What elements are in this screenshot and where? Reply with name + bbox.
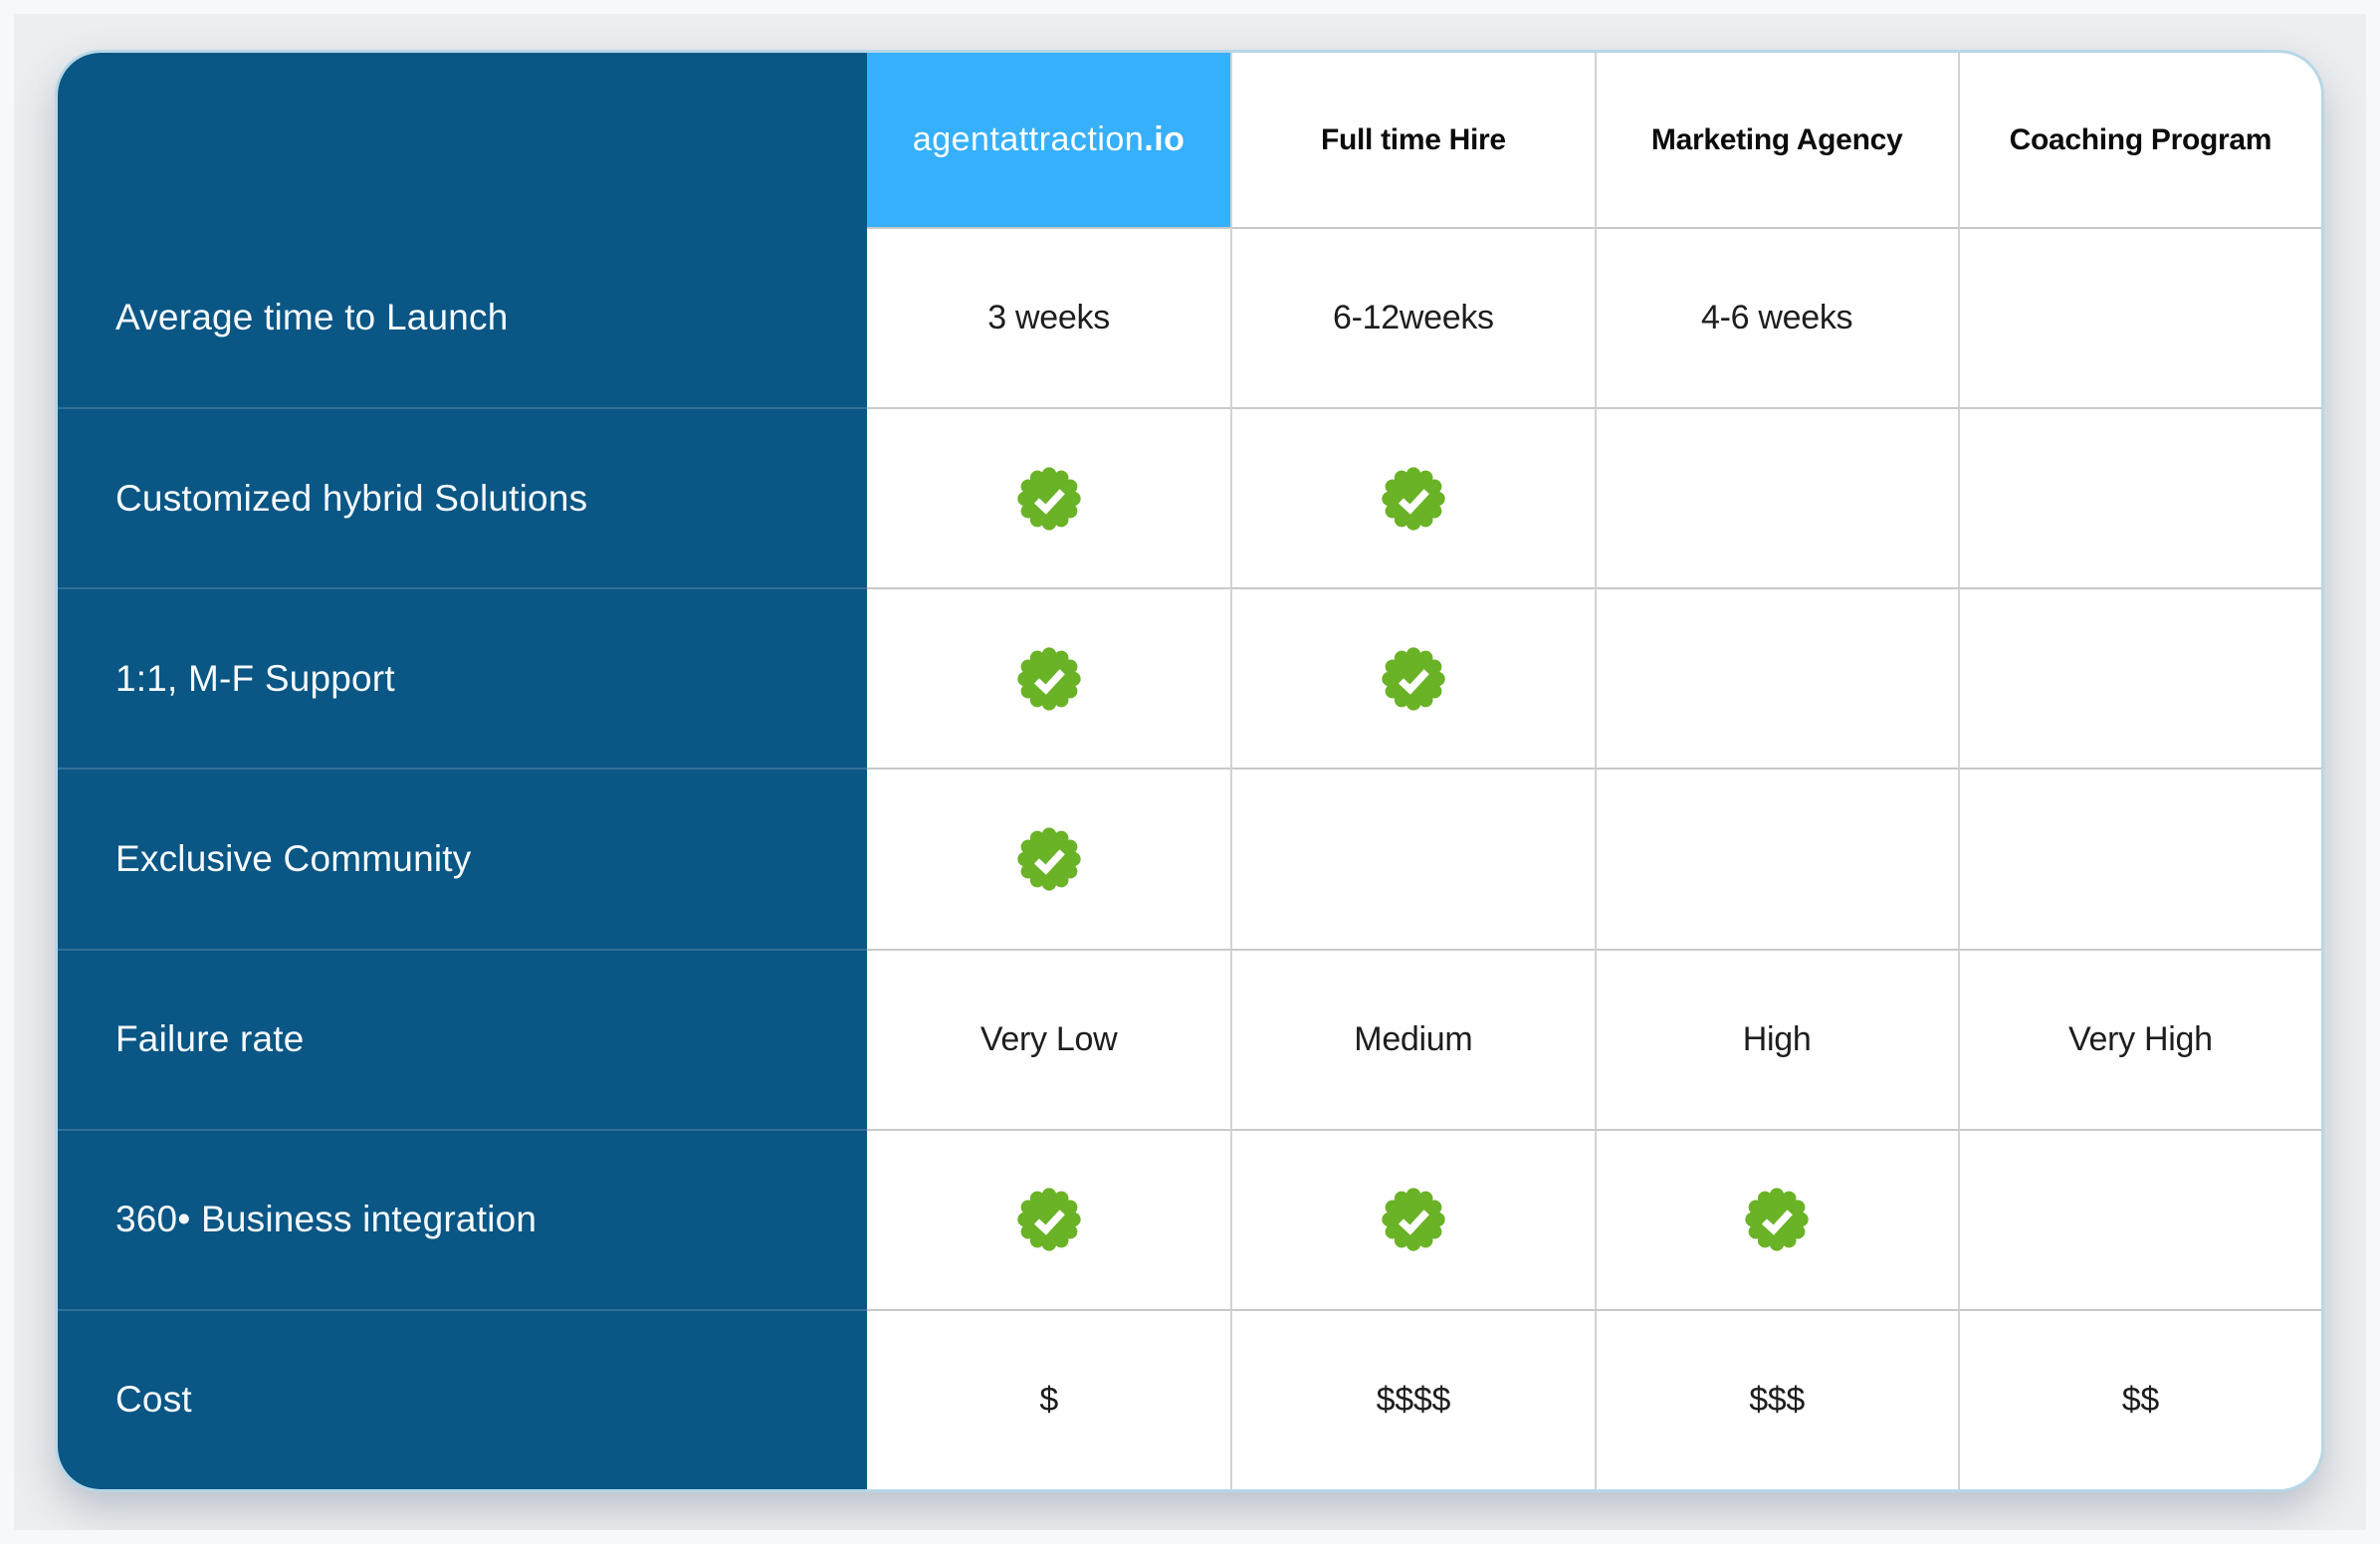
check-cell: [1957, 587, 2321, 769]
brand-name: agentattraction.io: [912, 120, 1186, 158]
value-cell: $$: [1957, 1308, 2321, 1489]
check-badge-icon: [1382, 467, 1445, 531]
corner-cell: [58, 53, 867, 227]
check-cell: [1594, 1128, 1958, 1309]
feature-label-cell: 360• Business integration: [58, 1128, 867, 1309]
value-cell: Very Low: [867, 948, 1231, 1129]
check-cell: [1230, 587, 1595, 769]
check-cell: [1594, 407, 1958, 588]
check-cell: [1230, 768, 1595, 949]
value-cell: $: [867, 1308, 1231, 1489]
comparison-table: agentattraction.io Full time Hire Market…: [55, 50, 2324, 1492]
check-cell: [867, 1128, 1231, 1309]
check-cell: [1230, 407, 1595, 588]
check-badge-icon: [1382, 1188, 1445, 1251]
check-cell: [1957, 1128, 2321, 1309]
check-badge-icon: [1016, 827, 1081, 891]
value-cell: High: [1594, 948, 1958, 1129]
check-badge-icon: [1016, 467, 1081, 531]
value-cell: $$$$: [1230, 1308, 1595, 1489]
feature-label-cell: 1:1, M-F Support: [58, 587, 867, 769]
value-cell: 6-12weeks: [1230, 227, 1595, 408]
check-cell: [1594, 768, 1958, 949]
feature-label-cell: Average time to Launch: [58, 227, 867, 408]
column-header-marketing-agency: Marketing Agency: [1594, 53, 1958, 227]
check-cell: [1957, 407, 2321, 588]
value-cell: $$$: [1594, 1308, 1958, 1489]
check-cell: [867, 768, 1231, 949]
check-cell: [1230, 1128, 1595, 1309]
feature-label-cell: Exclusive Community: [58, 768, 867, 949]
check-badge-icon: [1382, 647, 1445, 711]
feature-label-cell: Cost: [58, 1308, 867, 1489]
check-badge-icon: [1745, 1188, 1809, 1251]
column-header-full-time-hire: Full time Hire: [1230, 53, 1595, 227]
check-badge-icon: [1016, 1188, 1081, 1251]
feature-label-cell: Failure rate: [58, 948, 867, 1129]
feature-label-cell: Customized hybrid Solutions: [58, 407, 867, 588]
check-badge-icon: [1016, 647, 1081, 711]
value-cell: Medium: [1230, 948, 1595, 1129]
value-cell: 4-6 weeks: [1594, 227, 1958, 408]
column-header-coaching-program: Coaching Program: [1957, 53, 2321, 227]
check-cell: [1957, 768, 2321, 949]
brand-header-cell: agentattraction.io: [867, 53, 1231, 227]
check-cell: [867, 587, 1231, 769]
check-cell: [867, 407, 1231, 588]
check-cell: [1594, 587, 1958, 769]
value-cell: [1957, 227, 2321, 408]
value-cell: 3 weeks: [867, 227, 1231, 408]
value-cell: Very High: [1957, 948, 2321, 1129]
